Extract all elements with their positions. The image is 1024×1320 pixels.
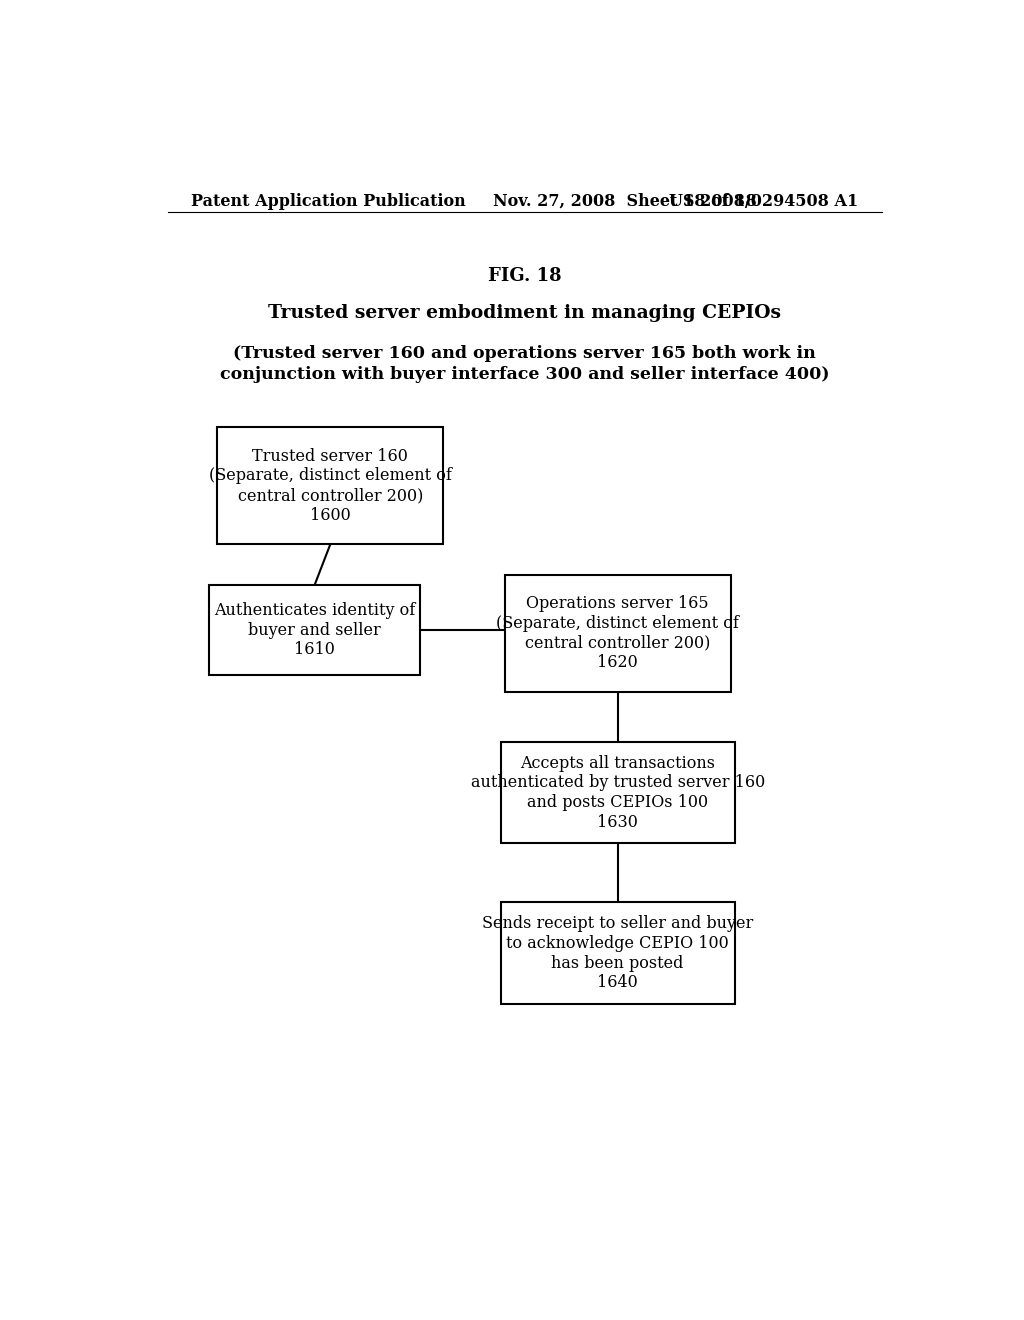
Text: Trusted server embodiment in managing CEPIOs: Trusted server embodiment in managing CE…	[268, 304, 781, 322]
Bar	[209, 585, 420, 675]
Text: Authenticates identity of
buyer and seller
1610: Authenticates identity of buyer and sell…	[214, 602, 415, 659]
Bar	[505, 574, 731, 692]
Text: Patent Application Publication: Patent Application Publication	[191, 193, 466, 210]
Text: FIG. 18: FIG. 18	[488, 268, 561, 285]
Text: Accepts all transactions
authenticated by trusted server 160
and posts CEPIOs 10: Accepts all transactions authenticated b…	[470, 755, 765, 830]
Text: (Trusted server 160 and operations server 165 both work in: (Trusted server 160 and operations serve…	[233, 345, 816, 362]
Text: Nov. 27, 2008  Sheet 18 of 18: Nov. 27, 2008 Sheet 18 of 18	[494, 193, 757, 210]
Text: Sends receipt to seller and buyer
to acknowledge CEPIO 100
has been posted
1640: Sends receipt to seller and buyer to ack…	[482, 915, 754, 991]
Bar	[217, 428, 443, 544]
Text: conjunction with buyer interface 300 and seller interface 400): conjunction with buyer interface 300 and…	[220, 367, 829, 383]
Text: Trusted server 160
(Separate, distinct element of
central controller 200)
1600: Trusted server 160 (Separate, distinct e…	[209, 447, 452, 524]
Text: Operations server 165
(Separate, distinct element of
central controller 200)
162: Operations server 165 (Separate, distinc…	[497, 595, 739, 671]
Bar	[501, 742, 734, 843]
Text: US 2008/0294508 A1: US 2008/0294508 A1	[669, 193, 858, 210]
Bar	[501, 903, 734, 1005]
